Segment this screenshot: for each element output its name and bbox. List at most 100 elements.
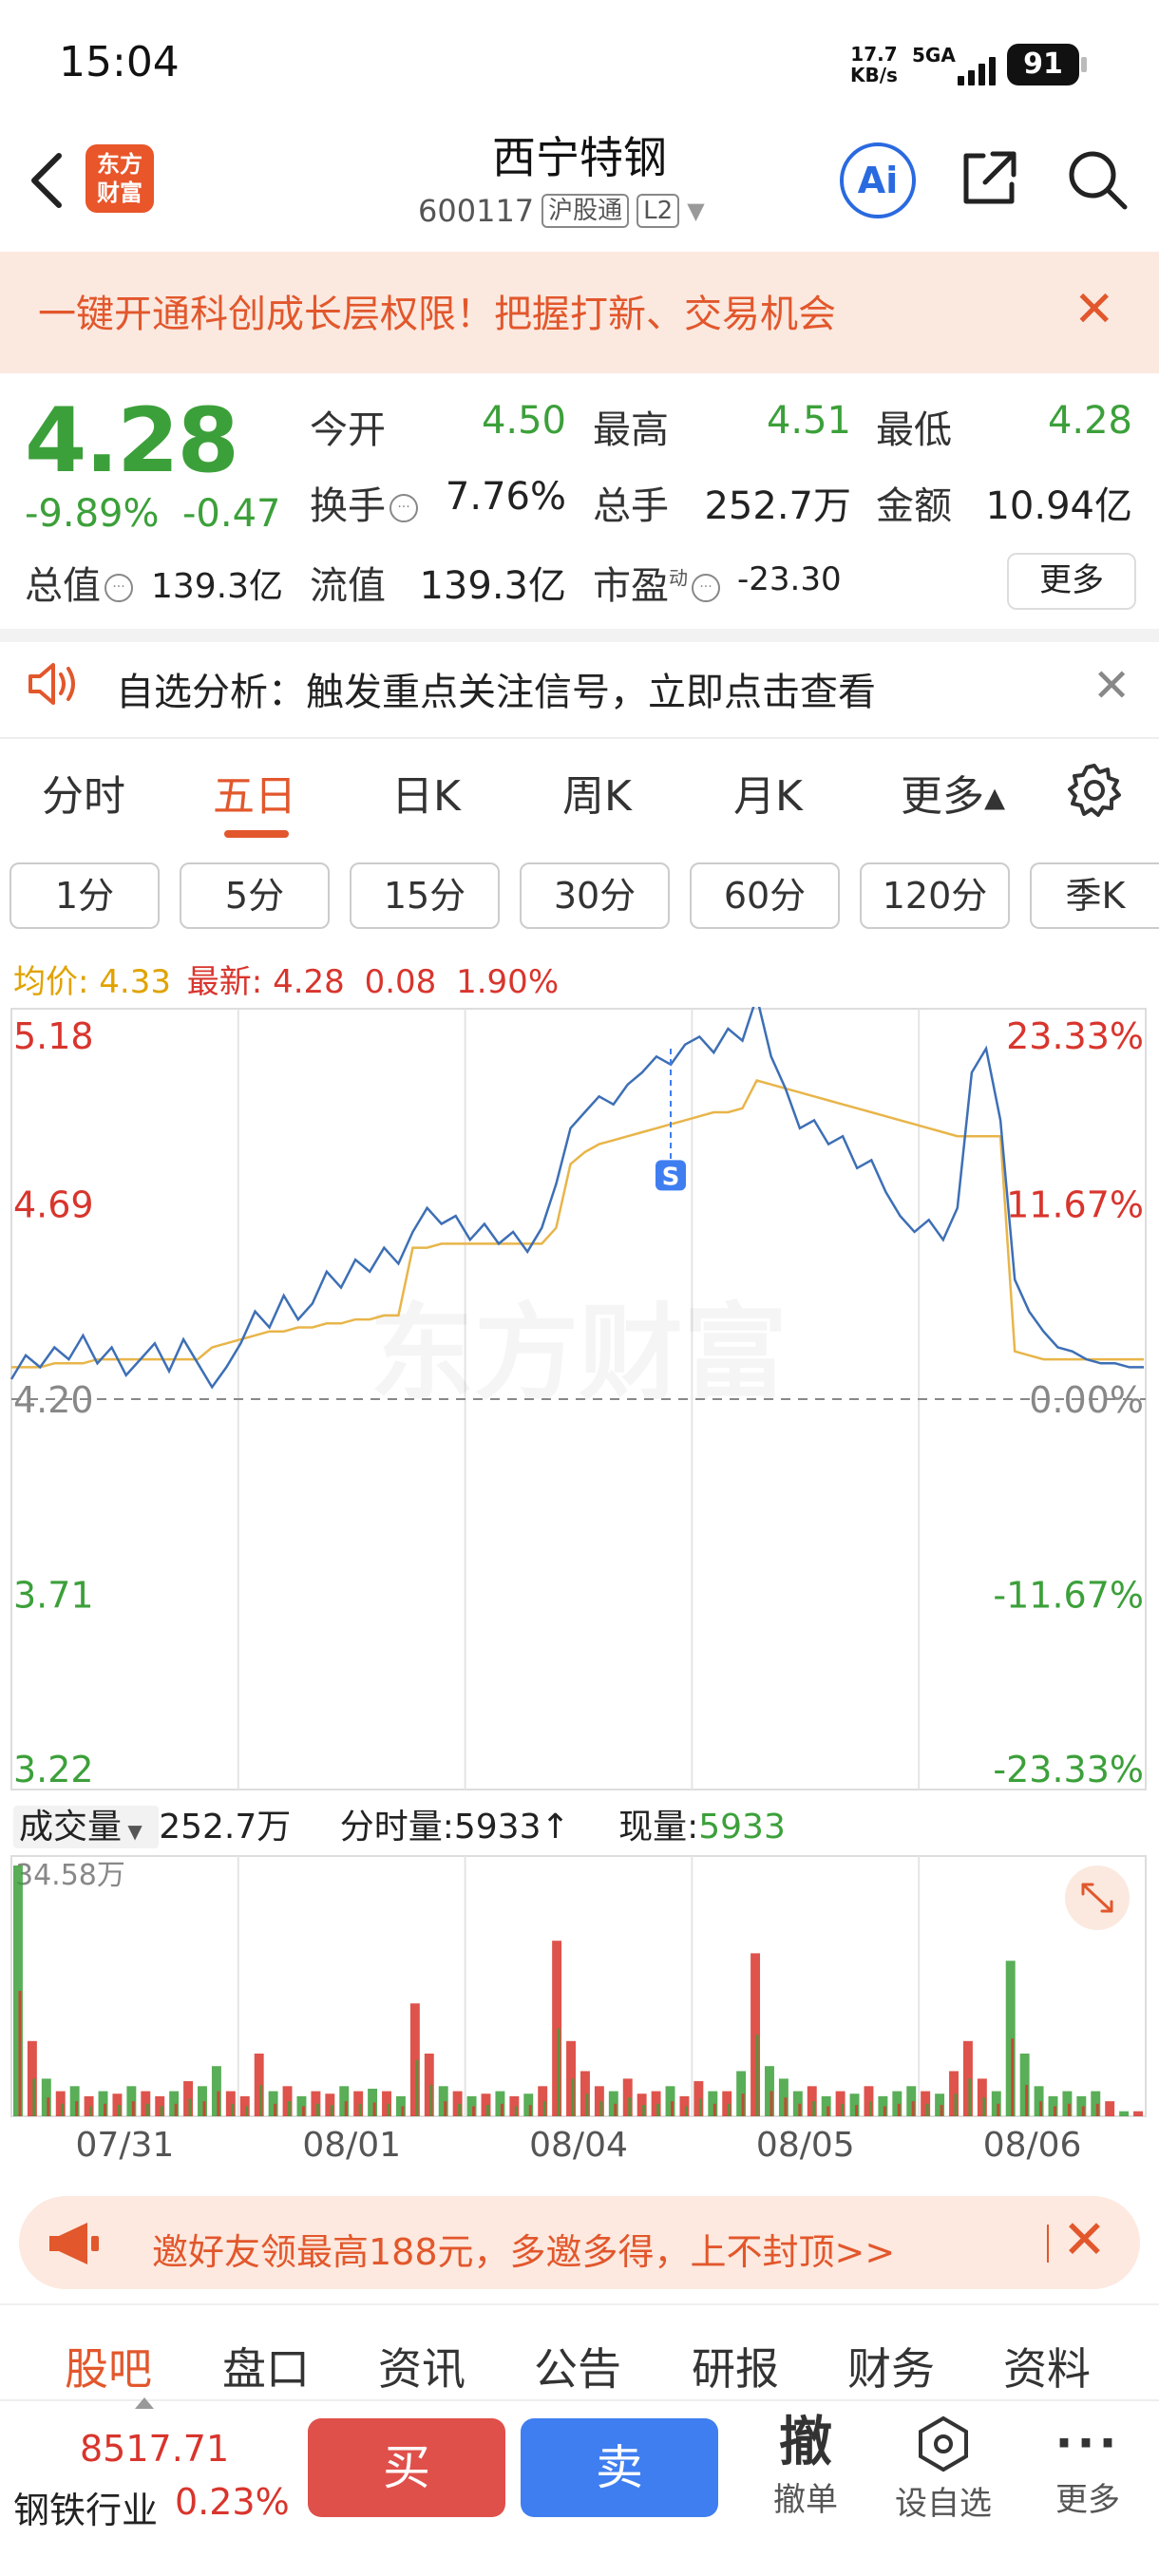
five-day-chart[interactable]: 东方财富 5.18 23.33% 4.69 11.67% 4.20 0.00% 3.71 -11… — [0, 1007, 1159, 2185]
tab-announcements[interactable]: 公告 — [534, 2343, 621, 2395]
volume-bar — [523, 2093, 534, 2116]
volume-bar — [84, 2095, 94, 2116]
tab-news[interactable]: 资讯 — [378, 2343, 466, 2395]
pe-label[interactable]: 市盈动 ··· — [593, 555, 720, 610]
volume-bar — [1105, 2101, 1115, 2116]
chip-quarter-k[interactable]: 季K — [1030, 862, 1159, 929]
tab-daily-k[interactable]: 日K — [391, 772, 461, 821]
volume-bar — [1039, 2101, 1043, 2116]
stock-code-row[interactable]: 600117 沪股通 L2 ▼ — [418, 193, 705, 229]
volume-bar — [174, 2103, 178, 2116]
info-icon[interactable]: ··· — [692, 574, 720, 602]
volume-bar — [438, 2086, 448, 2116]
volume-bar — [27, 2040, 37, 2116]
mktcap-label[interactable]: 总值 ··· — [25, 555, 133, 610]
volume-bar — [145, 2103, 149, 2116]
dropdown-caret-icon[interactable]: ▼ — [687, 198, 705, 224]
volume-bar — [1019, 2054, 1030, 2116]
tab-finance[interactable]: 财务 — [847, 2343, 935, 2395]
tab-more[interactable]: 更多▴ — [901, 772, 1006, 821]
tab-monthly-k[interactable]: 月K — [733, 772, 803, 821]
watermark: 东方财富 — [370, 1293, 788, 1414]
buy-button[interactable]: 买 — [308, 2418, 505, 2517]
turnover-label[interactable]: 换手 ··· — [310, 475, 418, 530]
expand-up-icon[interactable] — [135, 2397, 154, 2409]
volume-bar — [798, 2103, 802, 2116]
high-label: 最高 — [593, 408, 669, 452]
chip-120min[interactable]: 120分 — [860, 862, 1010, 929]
volume-bar — [906, 2086, 917, 2116]
volume-bar — [991, 2091, 1001, 2116]
volume-bar — [949, 2071, 959, 2116]
tab-research[interactable]: 研报 — [692, 2343, 779, 2395]
volume-bar — [628, 2097, 632, 2116]
volume-bar — [552, 1941, 562, 2116]
industry-index-value[interactable]: 8517.71 — [80, 2428, 230, 2470]
tab-profile[interactable]: 资料 — [1003, 2343, 1091, 2395]
megaphone-icon — [46, 2219, 103, 2268]
volume-selector[interactable]: 成交量 ▼ — [13, 1806, 160, 1848]
now-volume-value: 5933 — [698, 1808, 786, 1847]
volume-bar — [594, 2086, 604, 2116]
volume-bar — [826, 2106, 830, 2116]
volume-bar — [925, 2103, 929, 2116]
volume-bar — [608, 2091, 618, 2116]
tab-weekly-k[interactable]: 周K — [562, 772, 632, 821]
volume-bar — [636, 2093, 647, 2116]
notice-text[interactable]: 自选分析：触发重点关注信号，立即点击查看 — [116, 671, 876, 714]
sell-button[interactable]: 卖 — [521, 2418, 718, 2517]
volume-bar — [812, 2101, 816, 2116]
add-watchlist-label: 设自选 — [895, 2485, 992, 2523]
volume-bar — [736, 2071, 747, 2116]
gear-icon[interactable] — [1066, 762, 1123, 819]
cancel-order-button[interactable]: 撤 撤单 — [760, 2413, 851, 2520]
info-icon[interactable]: ··· — [104, 574, 133, 602]
volume-bar — [117, 2105, 121, 2116]
stock-name: 西宁特钢 — [492, 132, 667, 183]
volume-bar — [126, 2086, 137, 2116]
chip-1min[interactable]: 1分 — [10, 862, 160, 929]
promo-text[interactable]: 一键开通科创成长层权限！把握打新、交易机会 — [38, 293, 836, 336]
add-watchlist-button[interactable]: 设自选 — [891, 2413, 996, 2524]
invite-banner[interactable] — [19, 2196, 1140, 2289]
tag-l2: L2 — [636, 194, 680, 228]
volume-bar — [614, 2103, 618, 2116]
chip-30min[interactable]: 30分 — [520, 862, 670, 929]
share-icon[interactable] — [955, 144, 1023, 213]
invite-close-icon[interactable]: ✕ — [1062, 2209, 1107, 2271]
status-bar: 15:04 17.7 KB/s 5GA 91 — [0, 0, 1159, 123]
x-day-label: 08/01 — [302, 2126, 401, 2165]
volume-bar — [1076, 2095, 1087, 2116]
volume-bar — [353, 2091, 364, 2116]
tab-five-day[interactable]: 五日 — [213, 772, 296, 821]
promo-banner[interactable] — [0, 252, 1159, 373]
tab-intraday[interactable]: 分时 — [42, 772, 125, 821]
latest-change: 0.08 — [364, 963, 437, 1001]
chip-5min[interactable]: 5分 — [180, 862, 330, 929]
volume-bar — [274, 2103, 277, 2116]
more-menu-button[interactable]: ··· 更多 — [1036, 2413, 1140, 2520]
volume-bar — [61, 2103, 65, 2116]
volume-bar — [864, 2086, 874, 2116]
volume-bar — [225, 2091, 236, 2116]
chip-15min[interactable]: 15分 — [350, 862, 500, 929]
avg-value: 4.33 — [99, 963, 171, 1001]
invite-text[interactable]: 邀好友领最高188元，多邀多得，上不封顶>> — [152, 2231, 896, 2273]
chip-60min[interactable]: 60分 — [690, 862, 840, 929]
promo-close-icon[interactable]: ✕ — [1074, 281, 1115, 338]
y-left-tick: 3.71 — [13, 1575, 94, 1617]
search-icon[interactable] — [1062, 144, 1130, 213]
back-icon[interactable] — [21, 142, 78, 218]
notice-close-icon[interactable]: ✕ — [1092, 659, 1131, 712]
industry-name[interactable]: 钢铁行业 — [13, 2490, 159, 2531]
tab-guba[interactable]: 股吧 — [65, 2343, 152, 2395]
ai-button[interactable]: Ai — [840, 142, 916, 218]
info-icon[interactable]: ··· — [390, 494, 418, 522]
more-quote-button[interactable]: 更多 — [1007, 553, 1136, 610]
low-label: 最低 — [876, 408, 952, 452]
volume-bar — [982, 2097, 986, 2116]
volume-bar — [770, 2091, 773, 2116]
tab-pankou[interactable]: 盘口 — [222, 2343, 310, 2395]
battery-tip — [1081, 57, 1087, 72]
volume-bar — [807, 2086, 817, 2116]
